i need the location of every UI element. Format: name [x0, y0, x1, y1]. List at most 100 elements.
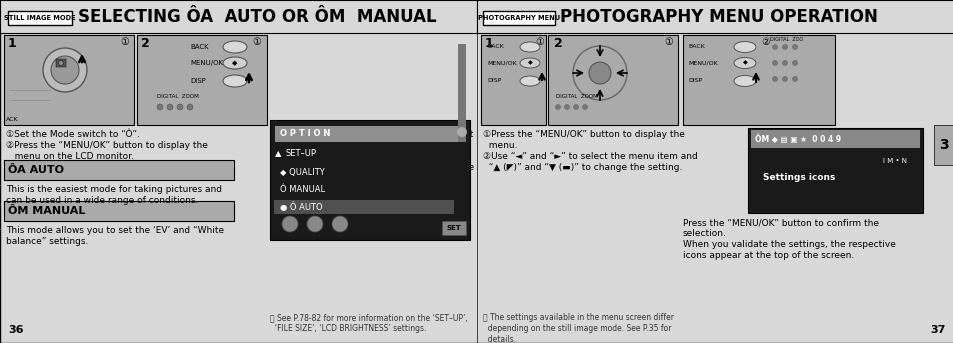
- Bar: [0, 0, 476, 33]
- Text: selection.: selection.: [270, 174, 319, 183]
- Text: Ô MANUAL: Ô MANUAL: [280, 186, 325, 194]
- Circle shape: [582, 105, 587, 109]
- Text: icons appear at the top of the screen.: icons appear at the top of the screen.: [682, 251, 853, 260]
- Bar: [274, 126, 459, 142]
- Text: ①: ①: [663, 37, 672, 47]
- Text: Press the “MENU/OK” button to confirm the: Press the “MENU/OK” button to confirm th…: [682, 218, 878, 227]
- Ellipse shape: [223, 41, 247, 53]
- Bar: [137, 35, 267, 125]
- Text: 2: 2: [554, 37, 562, 50]
- Text: When you validate the settings, the respective: When you validate the settings, the resp…: [682, 240, 895, 249]
- Text: DIGITAL  ZOO: DIGITAL ZOO: [769, 37, 802, 42]
- Circle shape: [772, 45, 777, 49]
- Bar: [270, 120, 470, 240]
- Text: “ÔAUTO” or “ÔMANUAL” from the: “ÔAUTO” or “ÔMANUAL” from the: [270, 141, 424, 150]
- Ellipse shape: [223, 57, 247, 69]
- Circle shape: [51, 56, 79, 84]
- Circle shape: [564, 105, 569, 109]
- Text: ①Use “▲ (◤)”, “▼ (▬)”, “◄” and “►” to select: ①Use “▲ (◤)”, “▼ (▬)”, “◄” and “►” to se…: [270, 130, 473, 139]
- Text: PHOTOGRAPHY MENU OPERATION: PHOTOGRAPHY MENU OPERATION: [559, 8, 877, 25]
- Text: DISP: DISP: [190, 78, 206, 84]
- Text: ◆: ◆: [741, 60, 746, 66]
- Circle shape: [555, 105, 560, 109]
- Text: BACK: BACK: [486, 45, 503, 49]
- Circle shape: [58, 60, 64, 66]
- Text: ②Press the “MENU/OK” button to confirm the: ②Press the “MENU/OK” button to confirm t…: [270, 163, 474, 172]
- Circle shape: [588, 62, 610, 84]
- Text: ◆ QUALITY: ◆ QUALITY: [280, 168, 324, 177]
- Ellipse shape: [519, 58, 539, 68]
- Bar: [8, 11, 71, 25]
- Bar: [56, 59, 66, 67]
- Circle shape: [781, 76, 786, 82]
- Circle shape: [772, 60, 777, 66]
- Circle shape: [167, 104, 172, 110]
- Text: depending on the still image mode. See P.35 for: depending on the still image mode. See P…: [482, 324, 671, 333]
- Text: ⓘ The settings available in the menu screen differ: ⓘ The settings available in the menu scr…: [482, 313, 673, 322]
- Text: ①Set the Mode switch to “Ô”.: ①Set the Mode switch to “Ô”.: [6, 130, 140, 139]
- Text: ①: ①: [535, 37, 543, 47]
- Text: ②Press the “MENU/OK” button to display the: ②Press the “MENU/OK” button to display t…: [6, 141, 208, 150]
- Text: balance” settings.: balance” settings.: [6, 237, 89, 246]
- Circle shape: [43, 48, 87, 92]
- Text: O P T I O N: O P T I O N: [280, 130, 330, 139]
- Ellipse shape: [519, 42, 539, 52]
- Bar: [4, 35, 133, 125]
- Bar: [547, 35, 678, 125]
- Circle shape: [307, 216, 323, 232]
- Text: PHOTOGRAPHY MENU: PHOTOGRAPHY MENU: [477, 15, 559, 21]
- Text: ⓘ See P.78-82 for more information on the ‘SET–UP’,: ⓘ See P.78-82 for more information on th…: [270, 313, 467, 322]
- Bar: [4, 201, 233, 221]
- Text: DIGITAL  ZOOM: DIGITAL ZOOM: [556, 95, 598, 99]
- Circle shape: [792, 60, 797, 66]
- Bar: [476, 0, 953, 33]
- Circle shape: [157, 104, 163, 110]
- Text: ◆: ◆: [527, 60, 532, 66]
- Circle shape: [781, 45, 786, 49]
- Text: 36: 36: [8, 325, 24, 335]
- Circle shape: [177, 104, 183, 110]
- Text: selection.: selection.: [682, 229, 726, 238]
- Bar: [441, 221, 465, 235]
- Text: I M • N: I M • N: [882, 158, 906, 164]
- Bar: [480, 35, 545, 125]
- Circle shape: [573, 105, 578, 109]
- Text: SET–UP: SET–UP: [286, 150, 316, 158]
- Circle shape: [456, 127, 467, 137]
- Ellipse shape: [519, 76, 539, 86]
- Text: 1: 1: [8, 37, 17, 50]
- Text: ‘FILE SIZE’, ‘LCD BRIGHTNESS’ settings.: ‘FILE SIZE’, ‘LCD BRIGHTNESS’ settings.: [270, 324, 426, 333]
- Text: ÔM ◆ ▤ ▣ ★  0 0 4 9: ÔM ◆ ▤ ▣ ★ 0 0 4 9: [754, 134, 841, 144]
- Text: BACK: BACK: [687, 45, 704, 49]
- Text: SET: SET: [446, 225, 461, 231]
- Text: 1: 1: [484, 37, 494, 50]
- Circle shape: [772, 76, 777, 82]
- Bar: [747, 128, 923, 213]
- Bar: [682, 35, 834, 125]
- Ellipse shape: [733, 58, 755, 69]
- Text: BACK: BACK: [190, 44, 209, 50]
- Text: ①Press the “MENU/OK” button to display the: ①Press the “MENU/OK” button to display t…: [482, 130, 684, 139]
- Text: ②Use “◄” and “►” to select the menu item and: ②Use “◄” and “►” to select the menu item…: [482, 152, 697, 161]
- Text: STILL IMAGE MODE: STILL IMAGE MODE: [4, 15, 75, 21]
- Text: ①: ①: [120, 37, 129, 47]
- Text: Settings icons: Settings icons: [762, 174, 835, 182]
- Bar: [750, 130, 919, 148]
- Text: DISP: DISP: [486, 79, 500, 83]
- Circle shape: [332, 216, 348, 232]
- Text: ▲: ▲: [274, 150, 281, 158]
- Bar: [4, 160, 233, 180]
- Ellipse shape: [733, 75, 755, 86]
- Text: ÔA AUTO: ÔA AUTO: [8, 165, 64, 175]
- Circle shape: [781, 60, 786, 66]
- Text: menu.: menu.: [482, 141, 517, 150]
- Circle shape: [792, 76, 797, 82]
- Text: 3: 3: [938, 138, 948, 152]
- Text: SELECTING ÔA  AUTO OR ÔM  MANUAL: SELECTING ÔA AUTO OR ÔM MANUAL: [78, 8, 436, 25]
- Bar: [457, 44, 465, 142]
- Text: “▲ (◤)” and “▼ (▬)” to change the setting.: “▲ (◤)” and “▼ (▬)” to change the settin…: [482, 163, 681, 172]
- Bar: [482, 11, 555, 25]
- Text: MENU/OK: MENU/OK: [687, 60, 717, 66]
- Text: 2: 2: [141, 37, 150, 50]
- Text: ◆: ◆: [233, 60, 237, 66]
